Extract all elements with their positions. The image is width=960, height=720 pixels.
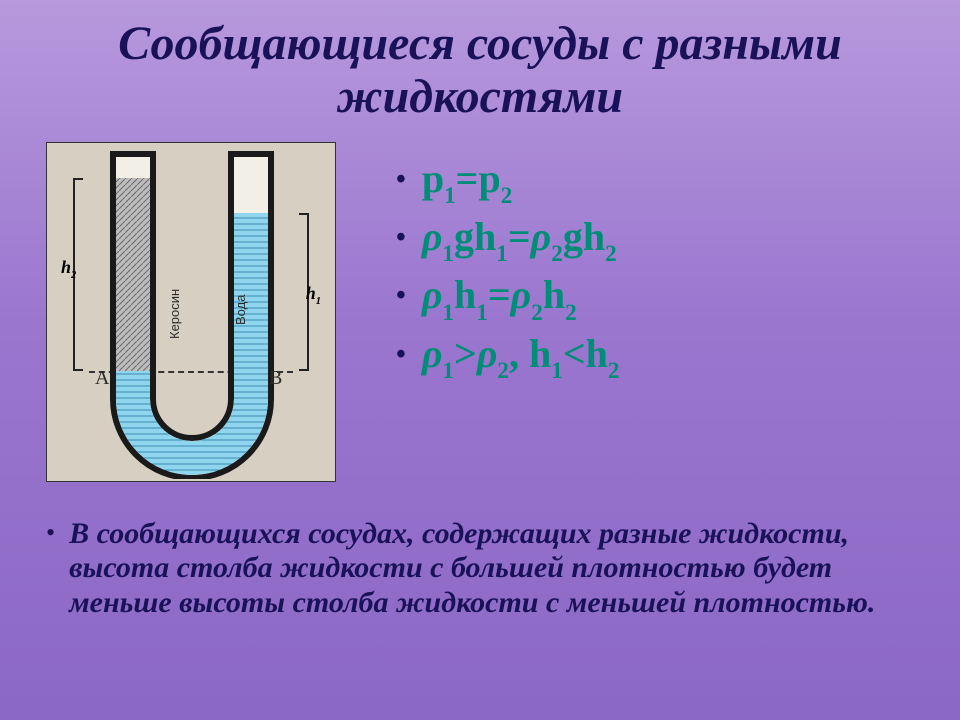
caption-text: В сообщающихся сосудах, содержащих разны…	[69, 517, 920, 621]
slide-title: Сообщающиеся сосуды с разными жидкостями	[40, 18, 920, 124]
content-row: h2 h1 A B Керосин Вода p1=p2 ρ1gh1=ρ2gh2…	[40, 142, 920, 482]
water-label: Вода	[233, 294, 248, 324]
slide: Сообщающиеся сосуды с разными жидкостями	[0, 0, 960, 720]
h1-label: h1	[306, 283, 321, 307]
caption-block: В сообщающихся сосудах, содержащих разны…	[40, 517, 920, 621]
formula-4: ρ1>ρ2, h1<h2	[396, 327, 620, 385]
point-b-label: B	[269, 367, 282, 390]
formula-2: ρ1gh1=ρ2gh2	[396, 210, 620, 268]
kerosene-label: Керосин	[167, 288, 182, 338]
formula-3: ρ1h1=ρ2h2	[396, 268, 620, 326]
h2-label: h2	[61, 257, 76, 281]
formula-list: p1=p2 ρ1gh1=ρ2gh2 ρ1h1=ρ2h2 ρ1>ρ2, h1<h2	[396, 142, 620, 385]
utube-diagram: h2 h1 A B Керосин Вода	[46, 142, 336, 482]
point-a-label: A	[95, 367, 109, 390]
formula-1: p1=p2	[396, 152, 620, 210]
utube-icon	[83, 149, 301, 479]
